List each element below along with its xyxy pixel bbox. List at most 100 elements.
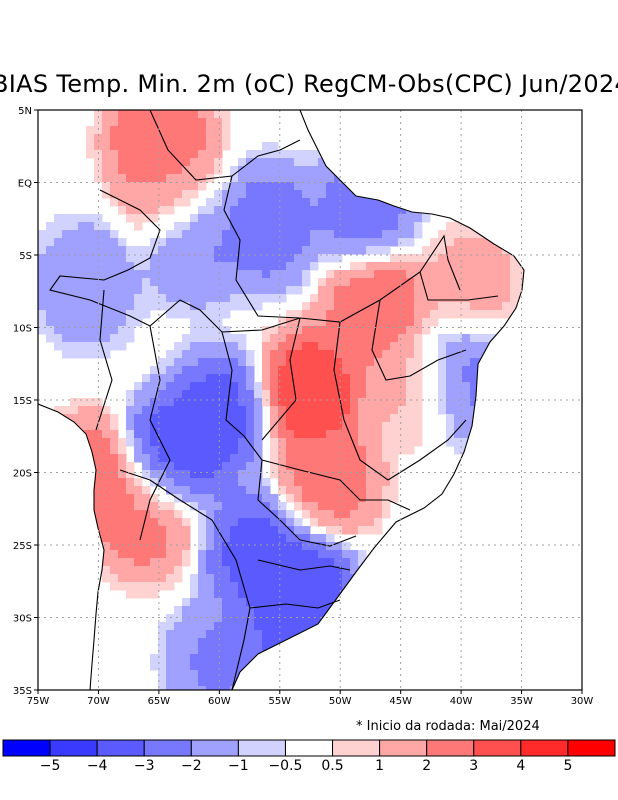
field-cell bbox=[102, 110, 111, 119]
field-cell bbox=[46, 318, 55, 327]
field-cell bbox=[182, 358, 191, 367]
field-cell bbox=[286, 374, 295, 383]
colorbar-label: 1 bbox=[375, 758, 385, 774]
field-cell bbox=[222, 550, 231, 559]
field-cell bbox=[454, 390, 463, 399]
field-cell bbox=[150, 374, 159, 383]
field-cell bbox=[214, 270, 223, 279]
field-cell bbox=[334, 430, 343, 439]
field-cell bbox=[318, 566, 327, 575]
field-cell bbox=[374, 206, 383, 215]
field-cell bbox=[62, 246, 71, 255]
field-cell bbox=[310, 494, 319, 503]
field-cell bbox=[254, 150, 263, 159]
field-cell bbox=[294, 366, 303, 375]
field-cell bbox=[326, 478, 335, 487]
field-cell bbox=[382, 278, 391, 287]
field-cell bbox=[222, 310, 231, 319]
field-cell bbox=[190, 590, 199, 599]
field-cell bbox=[86, 230, 95, 239]
field-cell bbox=[326, 590, 335, 599]
field-cell bbox=[54, 294, 63, 303]
field-cell bbox=[206, 670, 215, 679]
field-cell bbox=[198, 462, 207, 471]
field-cell bbox=[94, 110, 103, 119]
field-cell bbox=[198, 646, 207, 655]
field-cell bbox=[246, 622, 255, 631]
field-cell bbox=[62, 286, 71, 295]
field-cell bbox=[278, 422, 287, 431]
field-cell bbox=[62, 230, 71, 239]
field-cell bbox=[494, 294, 503, 303]
field-cell bbox=[94, 318, 103, 327]
field-cell bbox=[126, 534, 135, 543]
field-cell bbox=[214, 222, 223, 231]
field-cell bbox=[94, 294, 103, 303]
field-cell bbox=[158, 198, 167, 207]
field-cell bbox=[326, 438, 335, 447]
field-cell bbox=[46, 262, 55, 271]
field-cell bbox=[190, 646, 199, 655]
field-cell bbox=[158, 382, 167, 391]
field-cell bbox=[302, 350, 311, 359]
field-cell bbox=[262, 494, 271, 503]
field-cell bbox=[86, 414, 95, 423]
field-cell bbox=[70, 246, 79, 255]
field-cell bbox=[462, 390, 471, 399]
field-cell bbox=[262, 190, 271, 199]
field-cell bbox=[38, 246, 47, 255]
field-cell bbox=[254, 590, 263, 599]
field-cell bbox=[254, 230, 263, 239]
field-cell bbox=[182, 334, 191, 343]
field-cell bbox=[278, 350, 287, 359]
field-cell bbox=[94, 342, 103, 351]
field-cell bbox=[174, 278, 183, 287]
field-cell bbox=[302, 534, 311, 543]
field-cell bbox=[102, 294, 111, 303]
field-cell bbox=[94, 230, 103, 239]
field-cell bbox=[214, 286, 223, 295]
field-cell bbox=[198, 326, 207, 335]
field-cell bbox=[46, 294, 55, 303]
field-cell bbox=[302, 318, 311, 327]
field-cell bbox=[166, 566, 175, 575]
field-cell bbox=[462, 334, 471, 343]
field-cell bbox=[278, 342, 287, 351]
field-cell bbox=[270, 254, 279, 263]
field-cell bbox=[262, 158, 271, 167]
field-cell bbox=[182, 110, 191, 119]
field-cell bbox=[454, 230, 463, 239]
field-cell bbox=[230, 654, 239, 663]
field-cell bbox=[510, 270, 519, 279]
field-cell bbox=[182, 494, 191, 503]
field-cell bbox=[510, 302, 519, 311]
field-cell bbox=[294, 334, 303, 343]
field-cell bbox=[294, 454, 303, 463]
field-cell bbox=[278, 382, 287, 391]
field-cell bbox=[222, 494, 231, 503]
field-cell bbox=[206, 230, 215, 239]
field-cell bbox=[102, 462, 111, 471]
field-cell bbox=[158, 190, 167, 199]
field-cell bbox=[150, 502, 159, 511]
field-cell bbox=[398, 374, 407, 383]
field-cell bbox=[166, 142, 175, 151]
field-cell bbox=[134, 270, 143, 279]
field-cell bbox=[462, 430, 471, 439]
field-cell bbox=[126, 126, 135, 135]
field-cell bbox=[142, 286, 151, 295]
field-cell bbox=[230, 566, 239, 575]
field-cell bbox=[366, 510, 375, 519]
field-cell bbox=[278, 294, 287, 303]
field-cell bbox=[70, 286, 79, 295]
field-cell bbox=[374, 270, 383, 279]
field-cell bbox=[326, 534, 335, 543]
field-cell bbox=[246, 494, 255, 503]
field-cell bbox=[422, 310, 431, 319]
field-cell bbox=[342, 494, 351, 503]
field-cell bbox=[302, 270, 311, 279]
field-cell bbox=[198, 302, 207, 311]
field-cell bbox=[182, 238, 191, 247]
field-cell bbox=[70, 398, 79, 407]
field-cell bbox=[118, 174, 127, 183]
